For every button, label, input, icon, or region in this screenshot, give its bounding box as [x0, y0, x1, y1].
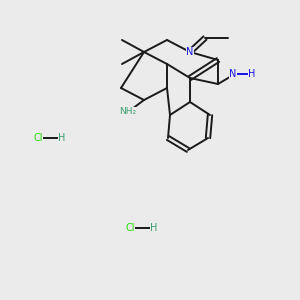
Text: H: H [248, 69, 256, 79]
Text: H: H [150, 223, 158, 233]
Text: Cl: Cl [33, 133, 43, 143]
Text: NH₂: NH₂ [119, 107, 136, 116]
Text: H: H [58, 133, 66, 143]
Text: Cl: Cl [125, 223, 135, 233]
Text: N: N [186, 47, 194, 57]
Text: N: N [229, 69, 237, 79]
